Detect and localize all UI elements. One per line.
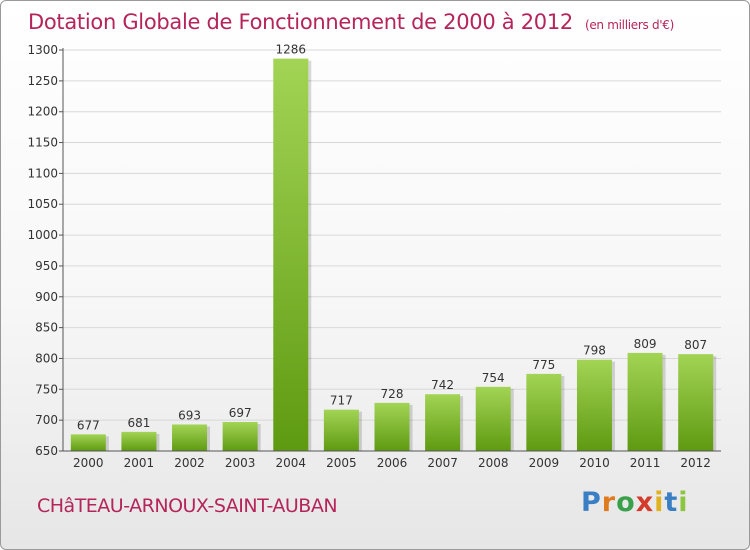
- y-tick-label: 850: [35, 321, 58, 335]
- x-tick-label: 2012: [680, 456, 711, 470]
- y-tick-label: 1150: [27, 136, 58, 150]
- bar: [273, 58, 309, 451]
- bar: [374, 402, 410, 451]
- chart-title-text: Dotation Globale de Fonctionnement de 20…: [28, 10, 573, 34]
- y-tick-label: 800: [35, 351, 58, 365]
- bar: [475, 386, 511, 451]
- logo-letter: P: [581, 487, 602, 518]
- bar: [627, 352, 663, 451]
- bar: [121, 431, 157, 451]
- bar: [526, 373, 562, 451]
- x-tick-label: 2010: [579, 456, 610, 470]
- logo-letter: i: [654, 487, 665, 518]
- logo-letter: r: [601, 487, 617, 518]
- data-label: 728: [381, 387, 404, 401]
- bar: [70, 434, 106, 451]
- y-tick-label: 750: [35, 382, 58, 396]
- y-tick-label: 1000: [27, 228, 58, 242]
- data-label: 809: [634, 337, 657, 351]
- data-label: 681: [127, 416, 150, 430]
- logo-letter: o: [616, 487, 636, 518]
- x-tick-label: 2009: [529, 456, 560, 470]
- data-label: 693: [178, 408, 201, 422]
- x-tick-label: 2006: [377, 456, 408, 470]
- chart-subtitle: (en milliers d'€): [584, 18, 674, 32]
- logo-letter: t: [664, 487, 679, 518]
- axes: 650 700 750 800 850 900 950 1000 1050 1100 1150 120…: [27, 43, 721, 470]
- x-tick-label: 2007: [427, 456, 458, 470]
- data-label: 1286: [275, 43, 306, 57]
- y-tick-label: 1300: [27, 43, 58, 57]
- x-tick-label: 2001: [124, 456, 155, 470]
- data-label: 775: [532, 358, 555, 372]
- data-label: 742: [431, 378, 454, 392]
- proxiti-logo: Proxiti: [581, 487, 689, 518]
- y-tick-label: 900: [35, 290, 58, 304]
- x-tick-label: 2011: [630, 456, 661, 470]
- y-tick-label: 700: [35, 413, 58, 427]
- bar: [172, 424, 208, 451]
- y-tick-label: 1050: [27, 197, 58, 211]
- x-tick-label: 2005: [326, 456, 357, 470]
- data-label: 697: [229, 406, 252, 420]
- bar: [323, 409, 359, 451]
- logo-letter: i: [678, 487, 689, 518]
- chart-title: Dotation Globale de Fonctionnement de 20…: [28, 10, 674, 34]
- data-label: 677: [77, 418, 100, 432]
- data-label: 798: [583, 344, 606, 358]
- x-tick-label: 2000: [73, 456, 104, 470]
- bar: [576, 359, 612, 451]
- data-label: 717: [330, 394, 353, 408]
- x-tick-label: 2003: [225, 456, 256, 470]
- city-name: CHâTEAU-ARNOUX-SAINT-AUBAN: [37, 495, 338, 517]
- data-label: 807: [684, 338, 707, 352]
- x-tick-label: 2008: [478, 456, 509, 470]
- bars: 677 681 693 697 1286 717 728 742 754 775 798 809 807: [70, 43, 717, 451]
- logo-letter: x: [635, 487, 655, 518]
- y-tick-label: 650: [35, 444, 58, 458]
- x-tick-label: 2004: [275, 456, 306, 470]
- y-tick-label: 950: [35, 259, 58, 273]
- x-tick-label: 2002: [174, 456, 205, 470]
- y-tick-label: 1100: [27, 166, 58, 180]
- y-tick-label: 1250: [27, 74, 58, 88]
- bar: [678, 354, 714, 451]
- bar: [425, 394, 461, 451]
- bar: [222, 422, 258, 451]
- data-label: 754: [482, 371, 505, 385]
- y-tick-label: 1200: [27, 105, 58, 119]
